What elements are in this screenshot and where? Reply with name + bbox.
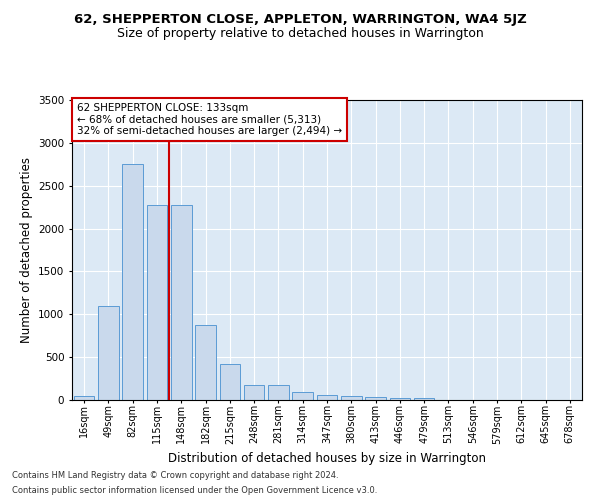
- Bar: [414, 398, 434, 400]
- Text: 62, SHEPPERTON CLOSE, APPLETON, WARRINGTON, WA4 5JZ: 62, SHEPPERTON CLOSE, APPLETON, WARRINGT…: [74, 12, 526, 26]
- Bar: [389, 398, 410, 400]
- Text: Contains HM Land Registry data © Crown copyright and database right 2024.: Contains HM Land Registry data © Crown c…: [12, 471, 338, 480]
- Bar: [317, 395, 337, 400]
- Bar: [268, 386, 289, 400]
- Text: Size of property relative to detached houses in Warrington: Size of property relative to detached ho…: [116, 28, 484, 40]
- Bar: [195, 326, 216, 400]
- Bar: [171, 204, 191, 400]
- Bar: [341, 396, 362, 400]
- Text: Contains public sector information licensed under the Open Government Licence v3: Contains public sector information licen…: [12, 486, 377, 495]
- X-axis label: Distribution of detached houses by size in Warrington: Distribution of detached houses by size …: [168, 452, 486, 465]
- Bar: [365, 397, 386, 400]
- Y-axis label: Number of detached properties: Number of detached properties: [20, 157, 32, 343]
- Bar: [292, 392, 313, 400]
- Bar: [220, 364, 240, 400]
- Bar: [74, 396, 94, 400]
- Bar: [244, 385, 265, 400]
- Text: 62 SHEPPERTON CLOSE: 133sqm
← 68% of detached houses are smaller (5,313)
32% of : 62 SHEPPERTON CLOSE: 133sqm ← 68% of det…: [77, 103, 342, 136]
- Bar: [98, 306, 119, 400]
- Bar: [146, 206, 167, 400]
- Bar: [122, 164, 143, 400]
